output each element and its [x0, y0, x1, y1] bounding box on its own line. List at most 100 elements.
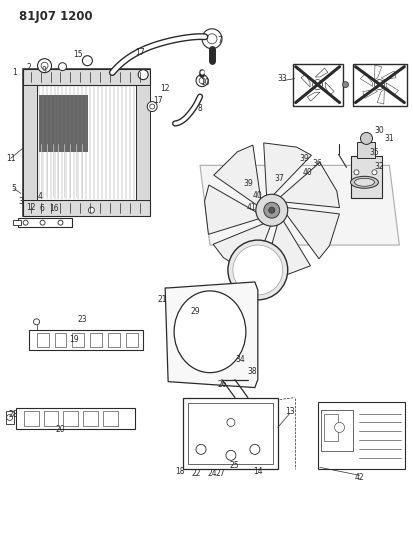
- Text: 29: 29: [190, 308, 200, 317]
- Bar: [37, 333, 49, 347]
- Circle shape: [250, 445, 260, 454]
- Text: 9: 9: [41, 66, 46, 75]
- Bar: [13, 220, 21, 225]
- Circle shape: [354, 170, 359, 175]
- Circle shape: [227, 418, 235, 426]
- Circle shape: [59, 63, 66, 71]
- Text: 36: 36: [313, 159, 323, 168]
- Ellipse shape: [351, 176, 378, 188]
- Text: 2: 2: [26, 63, 31, 72]
- Circle shape: [226, 450, 236, 461]
- Circle shape: [138, 70, 148, 79]
- Bar: [83, 410, 98, 426]
- Text: 39: 39: [243, 179, 253, 188]
- Circle shape: [199, 78, 205, 84]
- Polygon shape: [279, 163, 339, 208]
- Bar: [90, 333, 102, 347]
- Circle shape: [256, 194, 288, 226]
- Bar: [108, 333, 120, 347]
- Text: 34: 34: [235, 355, 245, 364]
- Circle shape: [240, 252, 276, 288]
- Ellipse shape: [335, 423, 344, 432]
- Circle shape: [236, 248, 280, 292]
- Circle shape: [147, 102, 157, 111]
- Bar: [318, 401, 405, 470]
- Bar: [43, 410, 59, 426]
- Bar: [28, 330, 143, 350]
- Text: 26: 26: [217, 380, 227, 389]
- Polygon shape: [263, 143, 311, 197]
- Circle shape: [264, 202, 280, 218]
- Text: 10: 10: [200, 78, 210, 87]
- Bar: [38, 94, 88, 152]
- Text: 35: 35: [370, 148, 379, 157]
- Circle shape: [33, 319, 40, 325]
- Bar: [136, 85, 150, 200]
- Text: 30: 30: [375, 126, 384, 135]
- Text: 40: 40: [303, 168, 313, 177]
- Circle shape: [83, 56, 93, 66]
- Circle shape: [196, 75, 208, 86]
- Text: 4: 4: [38, 192, 43, 201]
- Circle shape: [58, 220, 63, 225]
- Text: 19: 19: [70, 335, 79, 344]
- Text: 17: 17: [135, 48, 145, 57]
- Bar: [72, 333, 84, 347]
- Text: 81J07 1200: 81J07 1200: [19, 10, 92, 23]
- Text: 28: 28: [9, 410, 19, 419]
- Text: 12: 12: [160, 84, 170, 93]
- Text: 41: 41: [247, 203, 256, 212]
- Text: 23: 23: [78, 316, 87, 324]
- Circle shape: [372, 170, 377, 175]
- Polygon shape: [165, 282, 258, 387]
- Circle shape: [248, 260, 268, 280]
- Bar: [64, 410, 78, 426]
- Text: 17: 17: [153, 96, 163, 105]
- Text: 8: 8: [198, 104, 202, 113]
- Bar: [23, 200, 150, 216]
- Text: 40: 40: [253, 191, 263, 200]
- Circle shape: [233, 245, 283, 295]
- Polygon shape: [204, 185, 261, 235]
- Circle shape: [7, 415, 13, 421]
- Text: 1: 1: [12, 68, 17, 77]
- Polygon shape: [214, 145, 261, 206]
- Polygon shape: [213, 223, 271, 275]
- Bar: [6, 410, 14, 424]
- Text: 39: 39: [300, 154, 310, 163]
- Text: 38: 38: [247, 367, 256, 376]
- Bar: [18, 218, 72, 227]
- Text: 14: 14: [253, 467, 263, 476]
- Circle shape: [313, 79, 323, 90]
- Bar: [320, 409, 353, 451]
- Bar: [23, 69, 150, 216]
- Text: 25: 25: [229, 461, 239, 470]
- Circle shape: [196, 445, 206, 454]
- Text: 15: 15: [74, 50, 83, 59]
- Text: 33: 33: [278, 74, 287, 83]
- Bar: [103, 410, 118, 426]
- Text: 20: 20: [56, 425, 65, 434]
- Circle shape: [228, 240, 288, 300]
- Text: 37: 37: [275, 174, 285, 183]
- Circle shape: [41, 62, 48, 69]
- Text: 3: 3: [18, 197, 23, 206]
- Text: 24: 24: [207, 469, 217, 478]
- Bar: [24, 410, 38, 426]
- Bar: [23, 85, 37, 200]
- Polygon shape: [263, 219, 311, 278]
- Circle shape: [269, 207, 275, 213]
- Circle shape: [375, 79, 385, 90]
- Bar: [183, 398, 278, 470]
- Bar: [23, 69, 150, 85]
- Circle shape: [38, 59, 52, 72]
- Bar: [353, 63, 407, 106]
- Bar: [126, 333, 138, 347]
- Text: 42: 42: [355, 473, 364, 482]
- Circle shape: [23, 220, 28, 225]
- Text: 13: 13: [285, 407, 294, 416]
- Ellipse shape: [354, 179, 375, 186]
- Bar: [16, 408, 135, 430]
- Bar: [188, 402, 273, 464]
- Circle shape: [207, 34, 217, 44]
